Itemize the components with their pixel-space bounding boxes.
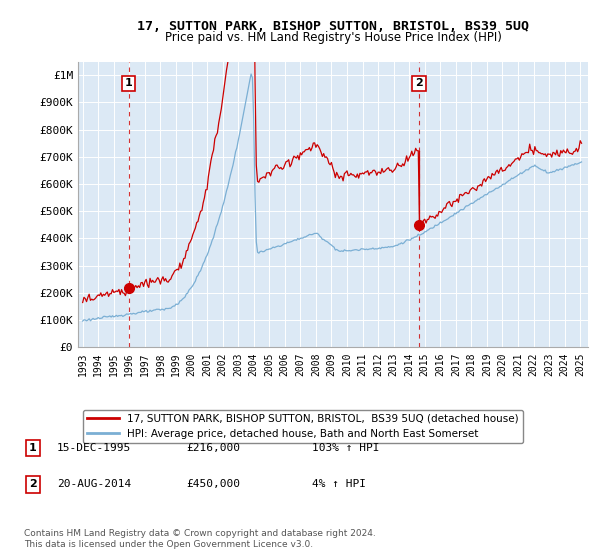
Text: £450,000: £450,000 [186, 479, 240, 489]
Text: 2: 2 [29, 479, 37, 489]
Text: 2: 2 [415, 78, 423, 88]
Text: Contains HM Land Registry data © Crown copyright and database right 2024.
This d: Contains HM Land Registry data © Crown c… [24, 529, 376, 549]
Text: 103% ↑ HPI: 103% ↑ HPI [312, 443, 380, 453]
Legend: 17, SUTTON PARK, BISHOP SUTTON, BRISTOL,  BS39 5UQ (detached house), HPI: Averag: 17, SUTTON PARK, BISHOP SUTTON, BRISTOL,… [83, 409, 523, 443]
Text: 1: 1 [125, 78, 133, 88]
Text: 15-DEC-1995: 15-DEC-1995 [57, 443, 131, 453]
Text: 4% ↑ HPI: 4% ↑ HPI [312, 479, 366, 489]
Text: Price paid vs. HM Land Registry's House Price Index (HPI): Price paid vs. HM Land Registry's House … [164, 31, 502, 44]
Text: 17, SUTTON PARK, BISHOP SUTTON, BRISTOL, BS39 5UQ: 17, SUTTON PARK, BISHOP SUTTON, BRISTOL,… [137, 20, 529, 32]
Text: £216,000: £216,000 [186, 443, 240, 453]
Text: 1: 1 [29, 443, 37, 453]
Text: 20-AUG-2014: 20-AUG-2014 [57, 479, 131, 489]
